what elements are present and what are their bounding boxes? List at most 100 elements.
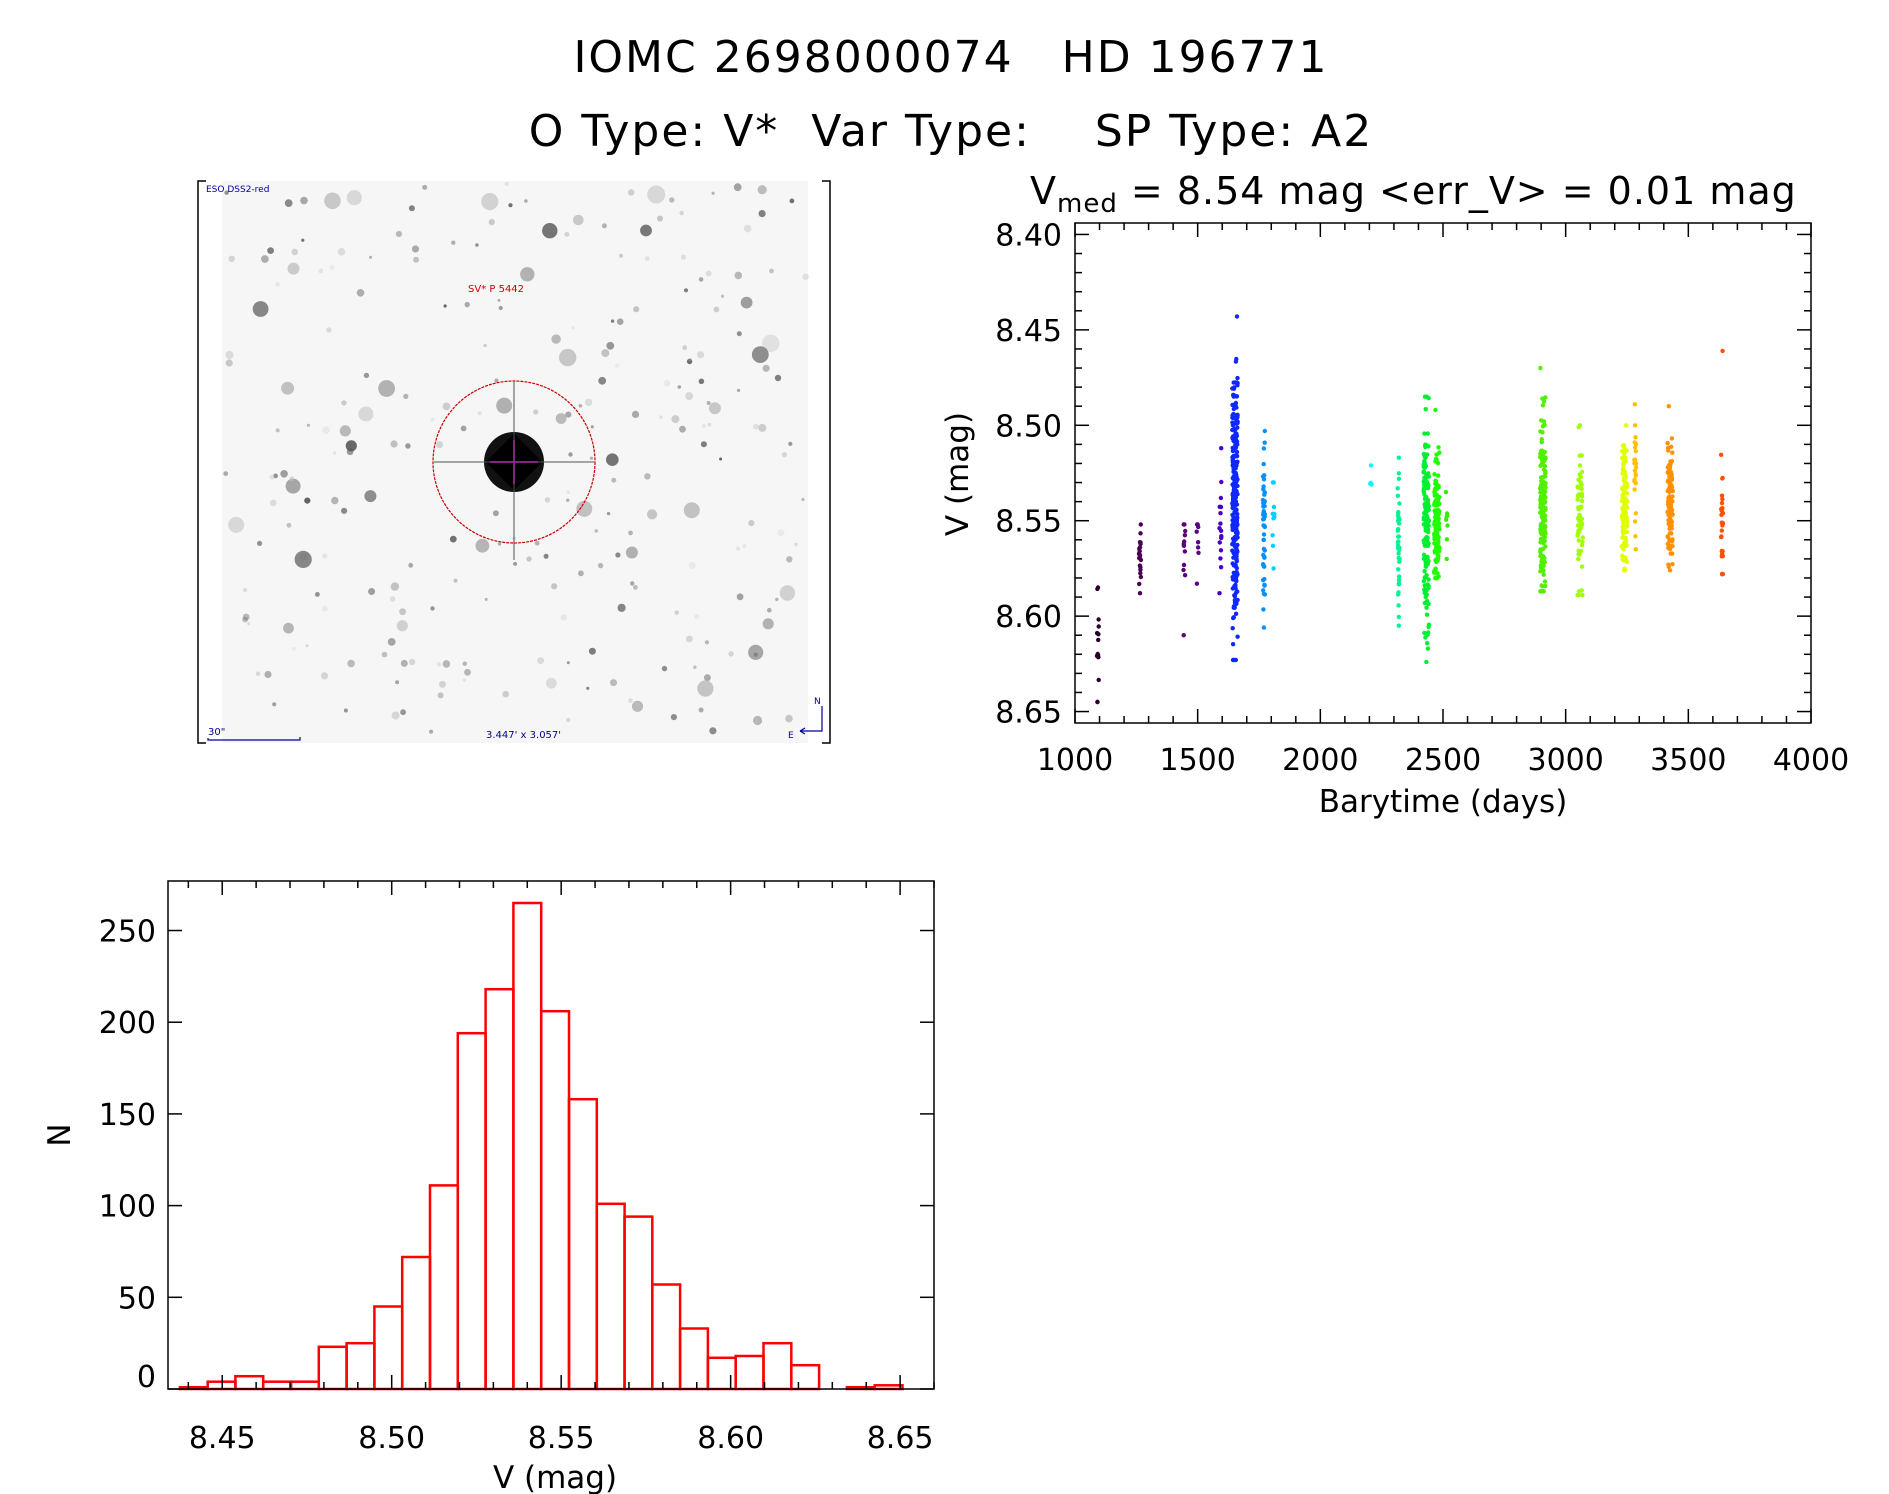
y-tick-label: 200 [99, 1006, 156, 1041]
data-point [1230, 422, 1236, 428]
data-point [1137, 545, 1143, 550]
data-point [1435, 530, 1440, 536]
star [564, 231, 570, 237]
data-point [1233, 530, 1239, 535]
data-point [1262, 511, 1268, 517]
star [305, 644, 309, 648]
star [697, 351, 705, 359]
data-point [1421, 552, 1427, 557]
data-point [1422, 492, 1427, 497]
data-point [1231, 615, 1237, 620]
data-point [1425, 543, 1431, 548]
data-point [1230, 460, 1236, 465]
star [341, 507, 348, 514]
data-point [1433, 456, 1439, 462]
data-point [1719, 548, 1725, 554]
star [748, 520, 755, 527]
data-point [1576, 492, 1581, 497]
star [709, 727, 717, 735]
data-point [1396, 614, 1402, 620]
star [289, 476, 295, 482]
star [300, 553, 308, 561]
data-point [1422, 431, 1427, 436]
histogram-bar [595, 1202, 626, 1391]
data-point [1538, 547, 1543, 552]
star [647, 509, 658, 520]
data-point [1262, 555, 1267, 560]
data-point [1396, 574, 1402, 579]
y-tick-label: 250 [99, 915, 156, 950]
data-point [1667, 510, 1673, 516]
star [566, 661, 570, 665]
star [544, 497, 551, 503]
star [611, 477, 617, 483]
data-point [1219, 446, 1224, 451]
star [247, 622, 251, 626]
star [339, 425, 351, 437]
data-point [1234, 394, 1240, 399]
data-point [1426, 584, 1431, 589]
data-point [1424, 523, 1430, 528]
star [628, 698, 633, 703]
data-point [1576, 424, 1581, 430]
data-point [1580, 535, 1586, 540]
star [439, 680, 446, 688]
star [753, 652, 758, 657]
star [601, 223, 607, 229]
data-point [1665, 440, 1670, 446]
data-point [1538, 499, 1543, 504]
compass-icon [799, 706, 823, 735]
vmed-subscript: med [1057, 189, 1118, 219]
star [674, 610, 679, 615]
data-point [1541, 538, 1547, 543]
data-point [1235, 549, 1240, 554]
data-point [1668, 461, 1673, 466]
x-tick-label: 1500 [1159, 743, 1235, 778]
object-label: SV* P 5442 [468, 284, 524, 295]
star [329, 264, 335, 271]
data-point [1433, 527, 1438, 532]
data-point [1196, 524, 1201, 530]
star [264, 670, 272, 679]
light-curve-plot: 1000 1500 2000 2500 3000 3500 4000 8.40 8.45 8.5… [940, 218, 1849, 820]
star [719, 457, 723, 461]
star [224, 190, 229, 195]
star [633, 585, 638, 590]
star [533, 409, 539, 415]
data-point [1426, 622, 1432, 627]
data-point [1396, 471, 1402, 476]
data-point [1578, 548, 1584, 554]
data-point [1218, 511, 1223, 516]
data-point [1632, 457, 1638, 462]
star [743, 224, 752, 233]
star [483, 343, 487, 348]
data-point [1541, 419, 1547, 424]
histogram-bar [762, 1341, 793, 1391]
data-point [1435, 461, 1441, 466]
data-point [1633, 461, 1639, 466]
data-point [1622, 451, 1627, 456]
star [442, 660, 451, 668]
data-point [1433, 407, 1438, 413]
data-point [1095, 652, 1101, 658]
data-point [1232, 593, 1237, 598]
data-point [1577, 512, 1582, 518]
data-point [1668, 507, 1674, 512]
star [682, 345, 688, 351]
data-point [1234, 527, 1239, 532]
star [356, 289, 365, 297]
data-point [1539, 439, 1545, 445]
star [400, 659, 408, 667]
data-point [1436, 473, 1441, 478]
data-point [1435, 543, 1440, 549]
data-point [1231, 487, 1237, 493]
data-point [1719, 571, 1725, 577]
survey-label: ESO DSS2-red [206, 185, 269, 195]
histogram-bar [706, 1356, 737, 1391]
data-point [1542, 579, 1548, 584]
data-point [1395, 540, 1401, 545]
star [713, 306, 720, 313]
data-point [1667, 466, 1673, 471]
star [751, 346, 769, 363]
data-point [1539, 451, 1544, 456]
